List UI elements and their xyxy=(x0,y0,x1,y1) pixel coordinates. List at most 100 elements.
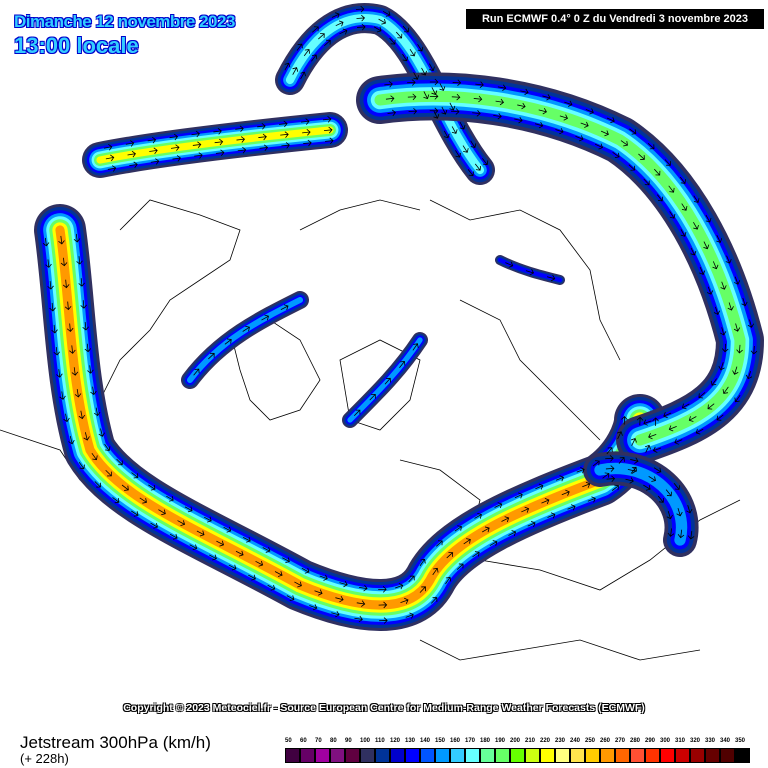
legend-swatch: 60 xyxy=(300,738,315,763)
legend-value: 70 xyxy=(315,738,322,744)
wind-arrow xyxy=(223,526,232,533)
wind-arrow xyxy=(470,140,477,148)
legend-swatch: 100 xyxy=(360,738,375,763)
wind-arrow xyxy=(718,362,725,371)
legend-value: 350 xyxy=(735,738,746,744)
legend-swatch: 120 xyxy=(390,738,405,763)
wind-arrow xyxy=(538,108,547,115)
wind-arrow xyxy=(525,269,535,276)
wind-arrow xyxy=(177,520,186,526)
wind-arrow xyxy=(78,410,86,420)
legend-value: 150 xyxy=(435,738,446,744)
wind-arrow xyxy=(148,484,156,491)
wind-arrow xyxy=(378,18,387,25)
wind-arrow xyxy=(216,540,225,547)
wind-arrow xyxy=(296,43,303,51)
legend-value: 230 xyxy=(555,738,566,744)
legend-color xyxy=(360,748,375,763)
wind-arrow xyxy=(280,304,289,311)
wind-arrow xyxy=(616,431,623,440)
wind-arrow xyxy=(456,563,464,570)
wind-arrow xyxy=(514,116,523,124)
wind-arrow xyxy=(527,521,536,527)
legend-swatch: 180 xyxy=(480,738,495,763)
wind-arrow xyxy=(722,386,729,394)
wind-arrow xyxy=(303,139,312,147)
legend-color xyxy=(735,748,750,763)
wind-arrow xyxy=(261,314,270,321)
wind-arrow xyxy=(621,416,628,425)
wind-arrow xyxy=(208,352,215,360)
legend-color xyxy=(285,748,300,763)
wind-arrow xyxy=(443,130,450,139)
wind-arrow xyxy=(257,122,266,130)
wind-arrow xyxy=(237,146,247,154)
legend-color xyxy=(510,748,525,763)
legend-value: 240 xyxy=(570,738,581,744)
wind-arrow xyxy=(643,484,651,491)
legend-swatch: 90 xyxy=(345,738,360,763)
legend-swatch: 140 xyxy=(420,738,435,763)
wind-arrow xyxy=(300,118,310,125)
wind-arrow xyxy=(93,407,101,417)
wind-arrow xyxy=(339,580,348,588)
jet-band xyxy=(594,462,688,546)
wind-arrow xyxy=(339,28,348,35)
wind-arrow xyxy=(693,195,700,203)
legend-color xyxy=(690,748,705,763)
wind-arrow xyxy=(78,278,85,287)
wind-arrow xyxy=(353,409,361,417)
wind-arrow xyxy=(747,319,755,328)
wind-arrow xyxy=(605,455,614,462)
wind-arrow xyxy=(541,498,550,505)
wind-arrow xyxy=(612,151,620,159)
wind-arrow xyxy=(720,281,727,290)
legend-value: 260 xyxy=(600,738,611,744)
wind-arrow xyxy=(636,416,644,426)
wind-arrow xyxy=(255,560,264,567)
wind-arrow xyxy=(668,185,675,193)
wind-arrow xyxy=(521,506,530,513)
wind-arrow xyxy=(267,584,276,591)
wind-arrow xyxy=(734,394,741,403)
legend-swatch: 250 xyxy=(585,738,600,763)
wind-arrow xyxy=(314,589,323,596)
wind-arrow xyxy=(286,595,295,602)
wind-arrow xyxy=(274,571,283,577)
wind-arrow xyxy=(335,595,344,603)
wind-arrow xyxy=(716,234,723,243)
wind-arrow xyxy=(359,584,368,592)
wind-arrow xyxy=(73,233,81,243)
wind-arrow xyxy=(580,121,589,128)
wind-arrow xyxy=(680,229,687,237)
wind-arrow xyxy=(74,388,82,398)
wind-arrow xyxy=(561,489,570,496)
wind-arrow xyxy=(58,235,65,245)
wind-arrow xyxy=(733,323,741,332)
wind-arrow xyxy=(698,392,706,399)
wind-arrow xyxy=(654,168,661,176)
wind-arrow xyxy=(514,492,523,499)
wind-arrow xyxy=(193,368,200,376)
wind-arrow xyxy=(727,302,734,311)
wind-arrow xyxy=(323,126,333,134)
wind-arrow xyxy=(441,106,448,115)
legend-value: 110 xyxy=(375,738,385,744)
wind-arrow xyxy=(629,128,637,135)
wind-arrow xyxy=(378,601,388,609)
wind-arrow xyxy=(312,26,319,33)
wind-arrow xyxy=(213,128,222,135)
wind-arrow xyxy=(279,120,288,128)
wind-arrow xyxy=(534,121,544,129)
wind-arrow xyxy=(399,361,406,368)
legend-swatch: 170 xyxy=(465,738,480,763)
wind-arrow xyxy=(60,257,68,267)
wind-arrow xyxy=(454,525,462,532)
wind-arrow xyxy=(300,71,307,80)
legend-swatch: 150 xyxy=(435,738,450,763)
wind-arrow xyxy=(710,378,717,386)
wind-arrow xyxy=(429,107,439,115)
wind-arrow xyxy=(53,346,61,356)
wind-arrow xyxy=(665,489,673,497)
